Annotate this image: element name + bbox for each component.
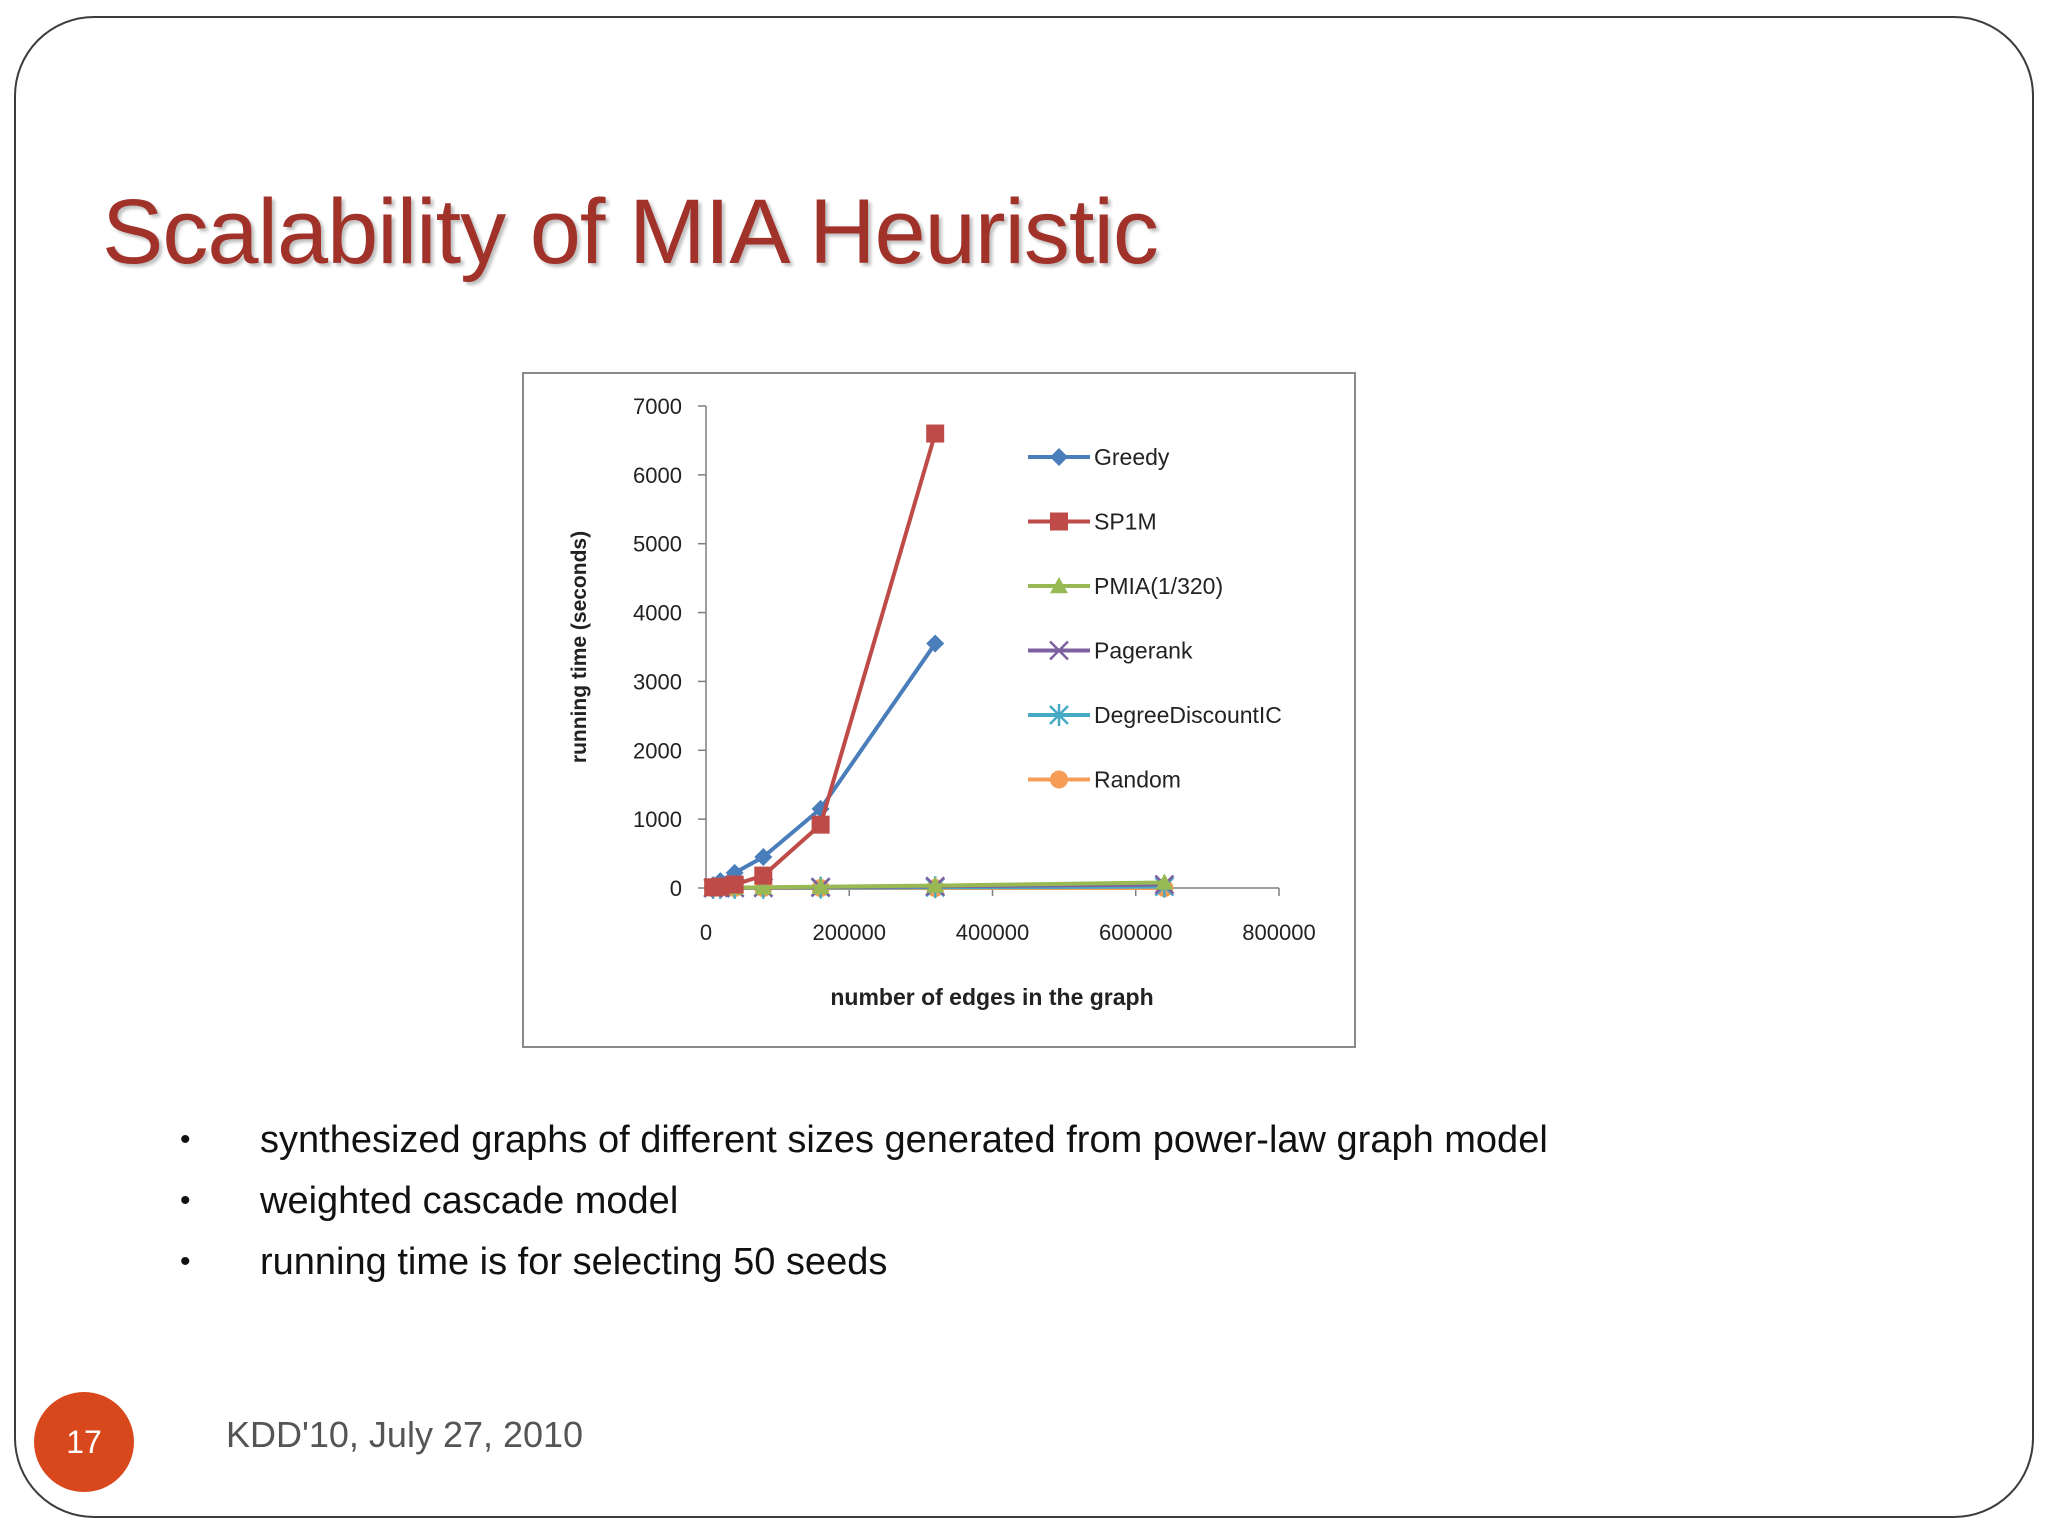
bullet-list: • synthesized graphs of different sizes g…: [180, 1112, 1548, 1295]
data-point: [754, 848, 773, 867]
bullet-text: weighted cascade model: [260, 1180, 679, 1222]
legend-marker: [1050, 512, 1068, 531]
data-point: [926, 876, 945, 893]
data-point: [926, 634, 945, 653]
data-point: [926, 424, 945, 443]
y-tick-label: 5000: [633, 532, 682, 557]
x-tick-label: 200000: [813, 920, 886, 945]
legend-marker: [1050, 448, 1068, 466]
series-greedy: [704, 634, 945, 895]
x-tick-label: 800000: [1242, 920, 1315, 945]
legend-marker: [1050, 577, 1068, 594]
legend-entry: DegreeDiscountIC: [1028, 702, 1282, 728]
y-tick-label: 0: [670, 876, 682, 901]
data-point: [811, 815, 830, 834]
y-tick-label: 6000: [633, 463, 682, 488]
legend-marker: [1049, 640, 1069, 661]
legend-entry: Random: [1028, 767, 1181, 793]
bullet-item: • running time is for selecting 50 seeds: [180, 1234, 1548, 1295]
legend-label: SP1M: [1094, 509, 1157, 535]
bullet-dot: •: [180, 1123, 191, 1156]
legend-label: Random: [1094, 767, 1181, 793]
bullet-item: • weighted cascade model: [180, 1173, 1548, 1234]
series-sp1m: [704, 424, 945, 897]
bullet-dot: •: [180, 1245, 191, 1278]
legend-entry: Greedy: [1028, 444, 1170, 470]
series-line: [712, 642, 937, 887]
y-tick-label: 1000: [633, 807, 682, 832]
x-tick-label: 600000: [1099, 920, 1172, 945]
chart-legend: Greedy SP1M PMIA(1/320) Pagerank DegreeDisco…: [1028, 444, 1282, 793]
bullet-item: • synthesized graphs of different sizes g…: [180, 1112, 1548, 1173]
y-tick-label: 7000: [633, 394, 682, 419]
x-axis-title: number of edges in the graph: [830, 984, 1153, 1010]
chart-container: 0 1000 2000 3000 4000 5000 6000 7000 0 200000 4000…: [522, 372, 1356, 1048]
legend-entry: SP1M: [1028, 509, 1157, 535]
page-number-badge: 17: [34, 1392, 134, 1492]
y-tick-label: 4000: [633, 601, 682, 626]
data-point: [754, 878, 773, 895]
y-axis-title: running time (seconds): [568, 531, 591, 763]
data-point: [725, 875, 744, 894]
chart-axes: 0 1000 2000 3000 4000 5000 6000 7000 0 200000 4000…: [568, 394, 1316, 1010]
chart-series-layer: [703, 424, 1175, 899]
legend-marker: [1049, 704, 1069, 726]
slide-title: Scalability of MIA Heuristic: [102, 181, 1159, 283]
legend-entry: Pagerank: [1028, 638, 1193, 664]
bullet-text: synthesized graphs of different sizes ge…: [260, 1119, 1548, 1161]
legend-label: DegreeDiscountIC: [1094, 702, 1282, 728]
bullet-dot: •: [180, 1184, 191, 1217]
legend-label: PMIA(1/320): [1094, 573, 1223, 599]
x-tick-label: 0: [700, 920, 712, 945]
data-point: [711, 877, 730, 896]
slide-frame: [14, 16, 2034, 1518]
y-tick-label: 3000: [633, 669, 682, 694]
data-point: [1155, 873, 1174, 890]
bullet-text: running time is for selecting 50 seeds: [260, 1241, 888, 1283]
legend-label: Greedy: [1094, 444, 1170, 470]
legend-entry: PMIA(1/320): [1028, 573, 1223, 599]
line-chart: 0 1000 2000 3000 4000 5000 6000 7000 0 200000 4000…: [568, 394, 1316, 1010]
y-tick-label: 2000: [633, 738, 682, 763]
legend-marker: [1050, 770, 1068, 789]
series-pmia-1-320: [704, 873, 1174, 896]
data-point: [754, 866, 773, 885]
legend-label: Pagerank: [1094, 638, 1193, 664]
data-point: [811, 877, 830, 894]
x-tick-label: 400000: [956, 920, 1029, 945]
footer-text: KDD'10, July 27, 2010: [226, 1414, 584, 1455]
